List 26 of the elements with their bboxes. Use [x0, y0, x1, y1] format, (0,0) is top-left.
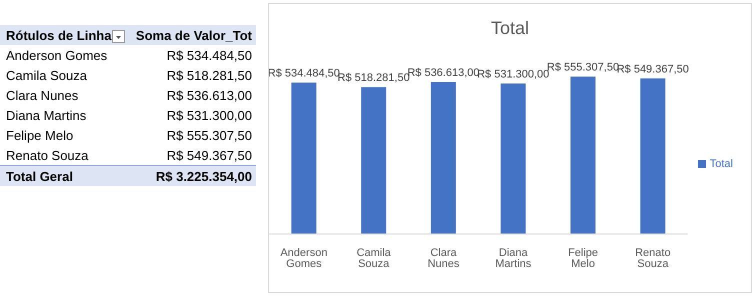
- text: R$ 536.613,00: [166, 88, 252, 102]
- category-label: Camila Souza: [6, 68, 87, 82]
- x-tick-label: Camila Souza: [356, 246, 392, 270]
- text: R$ 3.225.354,00: [154, 168, 253, 184]
- text: R$ 555.307,50: [166, 128, 252, 142]
- x-tick-label: Renato Souza: [635, 246, 671, 270]
- text: R$ 531.300,00: [166, 108, 252, 122]
- text: Soma de Valor_Tot: [136, 28, 252, 42]
- text: Rótulos de Linha: [5, 28, 112, 42]
- text: R$ 549.367,50: [166, 148, 252, 162]
- text: Total Geral: [5, 168, 74, 184]
- category-label: Renato Souza: [6, 148, 88, 162]
- text: R$ 534.484,50: [166, 48, 252, 62]
- category-label: Anderson Gomes: [6, 48, 108, 62]
- text: R$ 518.281,50: [166, 68, 252, 82]
- data-label: R$ 534.484,50: [268, 68, 340, 80]
- category-label: Felipe Melo: [6, 128, 74, 142]
- x-tick-label: Anderson Gomes: [280, 246, 328, 270]
- x-tick-label: Felipe Melo: [568, 246, 598, 270]
- legend-label: Total: [710, 158, 733, 170]
- chart-title: Total: [490, 18, 530, 40]
- category-label: Diana Martins: [6, 108, 86, 122]
- data-label: R$ 518.281,50: [338, 72, 410, 84]
- x-tick-label: Diana Martins: [495, 246, 532, 270]
- category-label: Clara Nunes: [6, 88, 78, 102]
- x-tick-label: Clara Nunes: [428, 246, 460, 270]
